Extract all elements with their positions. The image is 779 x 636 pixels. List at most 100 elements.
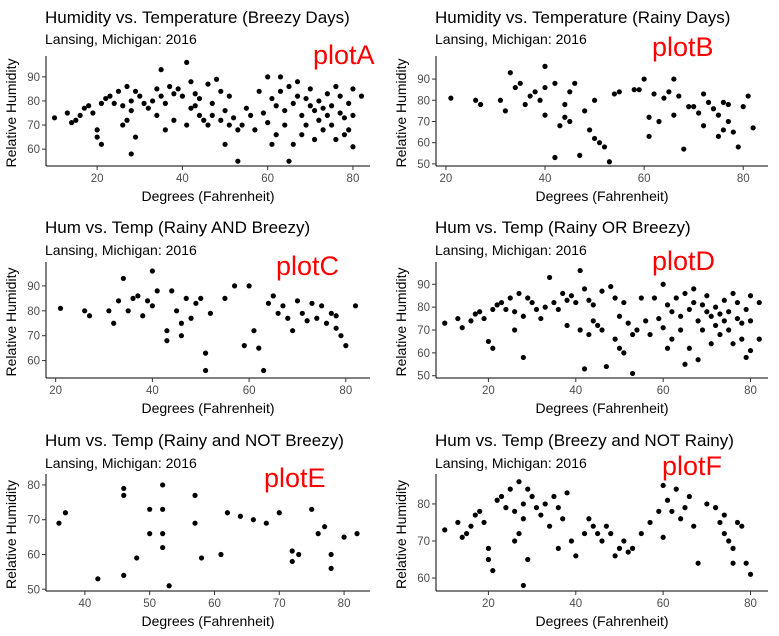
data-point [299, 132, 305, 138]
data-point [299, 310, 305, 316]
data-point [527, 93, 533, 99]
data-point [154, 112, 160, 119]
data-point [542, 84, 548, 91]
data-point [560, 290, 566, 297]
data-point [468, 318, 474, 324]
data-point [303, 95, 309, 102]
data-point [678, 327, 684, 333]
y-tick-label: 70 [417, 116, 430, 128]
data-point [111, 320, 117, 326]
x-tick-label: 20 [49, 385, 62, 397]
data-point [612, 295, 618, 301]
data-point [603, 363, 609, 370]
data-point [498, 299, 505, 306]
data-point [730, 545, 736, 551]
data-point [183, 295, 189, 301]
data-point [595, 530, 601, 537]
y-tick-label: 60 [27, 356, 40, 368]
data-point [747, 293, 754, 299]
scatter-panel: Hum vs. Temp (Breezy and NOT Rainy) Lansi… [393, 431, 768, 629]
y-axis-label: Relative Humidity [3, 59, 19, 168]
data-point [120, 275, 126, 282]
data-point [237, 513, 243, 519]
data-point [747, 318, 754, 324]
data-point [307, 103, 313, 109]
data-point [333, 313, 339, 319]
data-point [587, 127, 593, 133]
data-point [686, 345, 692, 351]
data-point [726, 538, 732, 544]
data-point [750, 125, 756, 131]
data-point [739, 320, 745, 326]
data-point [621, 350, 627, 356]
data-point [616, 313, 623, 319]
data-point [616, 345, 623, 351]
data-point [218, 88, 224, 94]
data-point [333, 136, 339, 143]
data-point [646, 114, 652, 120]
data-point [178, 320, 185, 326]
data-point [691, 286, 697, 292]
data-point [329, 103, 335, 109]
data-point [695, 560, 701, 566]
data-point [145, 105, 151, 111]
data-point [90, 110, 96, 116]
data-point [734, 315, 741, 322]
data-point [739, 523, 745, 529]
y-tick-label: 50 [417, 371, 430, 383]
data-point [721, 512, 727, 518]
data-point [712, 505, 719, 511]
data-point [154, 86, 160, 92]
data-point [590, 318, 596, 324]
data-point [94, 134, 100, 140]
chart-subtitle: Lansing, Michigan: 2016 [45, 455, 197, 471]
data-point [708, 313, 714, 319]
data-point [252, 127, 258, 133]
data-point [62, 510, 69, 516]
data-point [552, 80, 558, 86]
data-point [503, 306, 509, 313]
data-point [273, 132, 279, 138]
y-tick-label: 60 [417, 573, 430, 585]
data-point [226, 122, 232, 128]
data-point [56, 520, 62, 526]
data-point [121, 485, 127, 492]
y-tick-label: 70 [27, 331, 40, 343]
data-point [130, 295, 136, 301]
data-point [608, 283, 614, 290]
x-tick-label: 40 [539, 173, 552, 185]
data-point [282, 107, 288, 114]
y-axis-label: Relative Humidity [393, 480, 409, 589]
data-point [265, 74, 271, 80]
data-point [468, 523, 474, 529]
data-point [532, 89, 538, 95]
data-point [350, 144, 356, 150]
data-point [747, 571, 754, 577]
data-point [455, 519, 461, 526]
data-point [95, 576, 101, 582]
data-point [299, 112, 305, 119]
data-point [296, 551, 302, 558]
data-point [455, 315, 461, 322]
data-point [485, 545, 492, 551]
data-point [485, 338, 492, 345]
data-point [686, 306, 692, 313]
data-point [294, 93, 301, 99]
data-point [520, 313, 526, 319]
plot-tag-label: plotD [652, 246, 715, 276]
data-point [282, 122, 288, 128]
data-point [285, 315, 291, 321]
x-tick-label: 50 [143, 598, 156, 610]
y-tick-label: 90 [417, 74, 430, 86]
data-point [686, 104, 692, 110]
data-point [179, 93, 186, 99]
data-point [538, 315, 544, 322]
data-point [309, 506, 315, 512]
y-tick-label: 60 [417, 138, 430, 150]
data-point [691, 299, 697, 306]
y-tick-label: 60 [27, 549, 40, 561]
x-tick-label: 60 [261, 173, 274, 185]
data-point [485, 556, 492, 563]
data-point [740, 104, 746, 110]
